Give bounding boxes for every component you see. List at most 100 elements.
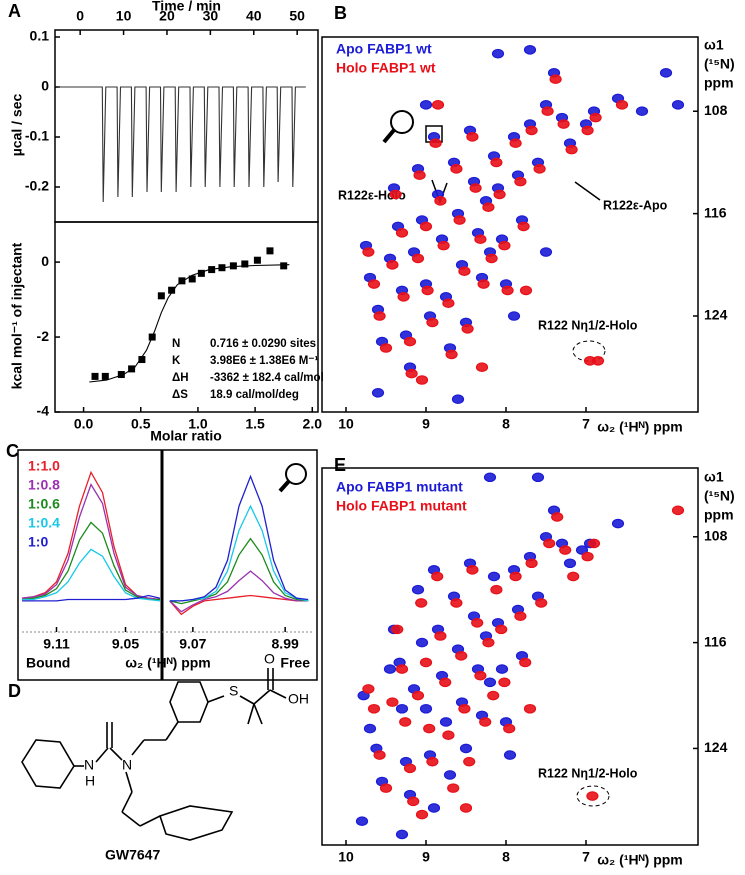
x-axis-title: Molar ratio — [150, 428, 222, 444]
panel-letter: B — [334, 3, 347, 23]
nmr-peak — [403, 336, 417, 347]
y-axis-title: (¹⁵N) — [704, 488, 735, 504]
nmr-peak — [407, 796, 420, 807]
panel-label: Bound — [26, 655, 70, 671]
y-tick-label: -0.1 — [25, 128, 49, 144]
nmr-peak — [450, 598, 463, 608]
nmr-peak — [442, 298, 455, 309]
data-point — [101, 372, 109, 380]
nmr-peak — [458, 266, 471, 277]
panel-letter: D — [8, 681, 21, 701]
highlight-ellipse — [572, 340, 606, 362]
data-point — [280, 262, 288, 270]
nmr-peak — [413, 170, 426, 181]
nmr-peak — [519, 285, 533, 296]
nmr-peak — [431, 571, 444, 582]
y-tick-label: -4 — [37, 403, 50, 419]
atom-label: H — [85, 773, 95, 789]
nmr-peak — [459, 743, 473, 754]
compound-name: GW7647 — [105, 847, 160, 863]
nmr-peak — [531, 472, 545, 483]
legend-entry: 1:1.0 — [28, 458, 60, 474]
spectrum-line — [22, 594, 161, 602]
fit-curve — [89, 264, 290, 383]
nmr-peak — [451, 394, 465, 405]
data-point — [253, 256, 261, 264]
nmr-peak — [427, 803, 441, 813]
nmr-peak — [453, 215, 466, 225]
x-tick-label: 9 — [422, 416, 430, 432]
nmr-peak — [575, 545, 589, 555]
nmr-peak — [477, 279, 490, 289]
y-tick-label: 124 — [704, 307, 728, 323]
x-tick-label: 1.0 — [188, 416, 208, 432]
x-axis-title: Time / min — [152, 0, 221, 14]
nmr-peak — [383, 664, 397, 674]
y-tick-label: 0 — [41, 78, 49, 94]
x-axis-title: ω₂ (¹Hᴺ) ppm — [597, 419, 683, 435]
x-tick-label: 9.11 — [43, 636, 70, 652]
data-point — [168, 286, 176, 294]
nmr-peak — [539, 247, 553, 257]
nmr-peak — [490, 157, 503, 168]
y-tick-label: 108 — [704, 102, 728, 118]
legend-entry: 1:0.4 — [28, 515, 60, 531]
nmr-peak — [466, 132, 479, 142]
x-tick-label: 8.99 — [272, 636, 299, 652]
data-point — [197, 269, 205, 277]
nmr-peak — [439, 717, 453, 727]
nmr-peak — [426, 317, 439, 328]
nmr-peak — [397, 292, 410, 302]
nmr-peak — [429, 138, 442, 149]
chemical-structure — [21, 668, 287, 841]
fit-parameter-value: 0.716 ± 0.0290 sites — [210, 338, 316, 350]
nmr-peak — [498, 677, 511, 688]
nmr-peak — [371, 388, 385, 398]
y-axis-title: ω1 — [704, 37, 724, 53]
nmr-peak — [475, 362, 489, 373]
nmr-peak — [581, 125, 594, 136]
nmr-peak — [362, 247, 375, 257]
nmr-peak — [479, 717, 492, 727]
nmr-peak — [474, 670, 487, 681]
x-tick-label: 20 — [159, 8, 175, 24]
x-tick-label: 2.0 — [303, 416, 323, 432]
fit-parameter-value: -3362 ± 182.4 cal/mol — [210, 372, 324, 384]
nmr-peak — [367, 703, 381, 714]
plot-frame — [54, 221, 319, 413]
nmr-peak — [482, 202, 495, 213]
nmr-peak — [395, 664, 409, 674]
nmr-peak — [419, 657, 433, 668]
y-axis-title: kcal mol⁻¹ of injectant — [9, 242, 25, 389]
nmr-peak — [459, 803, 473, 813]
nmr-peak — [447, 783, 460, 793]
nmr-peak — [399, 717, 412, 727]
y-axis-title: µcal / sec — [9, 94, 25, 157]
nmr-peak — [507, 311, 521, 321]
x-axis-title: ω₂ (¹Hᴺ) ppm — [125, 655, 211, 671]
nmr-peak — [490, 584, 503, 595]
nmr-peak — [363, 723, 377, 734]
spectrum-line — [169, 537, 309, 605]
nmr-peak — [557, 119, 570, 129]
nmr-peak — [487, 690, 500, 701]
nmr-peak — [495, 624, 508, 635]
x-tick-label: 9.07 — [179, 636, 206, 652]
data-point — [91, 372, 99, 380]
nmr-peak — [463, 756, 476, 767]
x-tick-label: 7 — [582, 849, 590, 865]
nmr-peak — [514, 611, 527, 621]
nmr-peak — [434, 631, 447, 641]
nmr-peak — [434, 196, 447, 206]
nmr-peak — [523, 44, 537, 55]
nmr-peak — [455, 651, 468, 661]
x-tick-label: 10 — [116, 8, 132, 24]
nmr-peak — [395, 703, 409, 714]
y-tick-label: 0.1 — [30, 28, 50, 44]
nmr-peak — [559, 545, 572, 555]
nmr-peak — [519, 657, 532, 668]
nmr-peak — [514, 176, 527, 187]
spectrum-line — [21, 521, 160, 601]
nmr-peak — [503, 723, 516, 734]
nmr-peak — [635, 106, 649, 117]
